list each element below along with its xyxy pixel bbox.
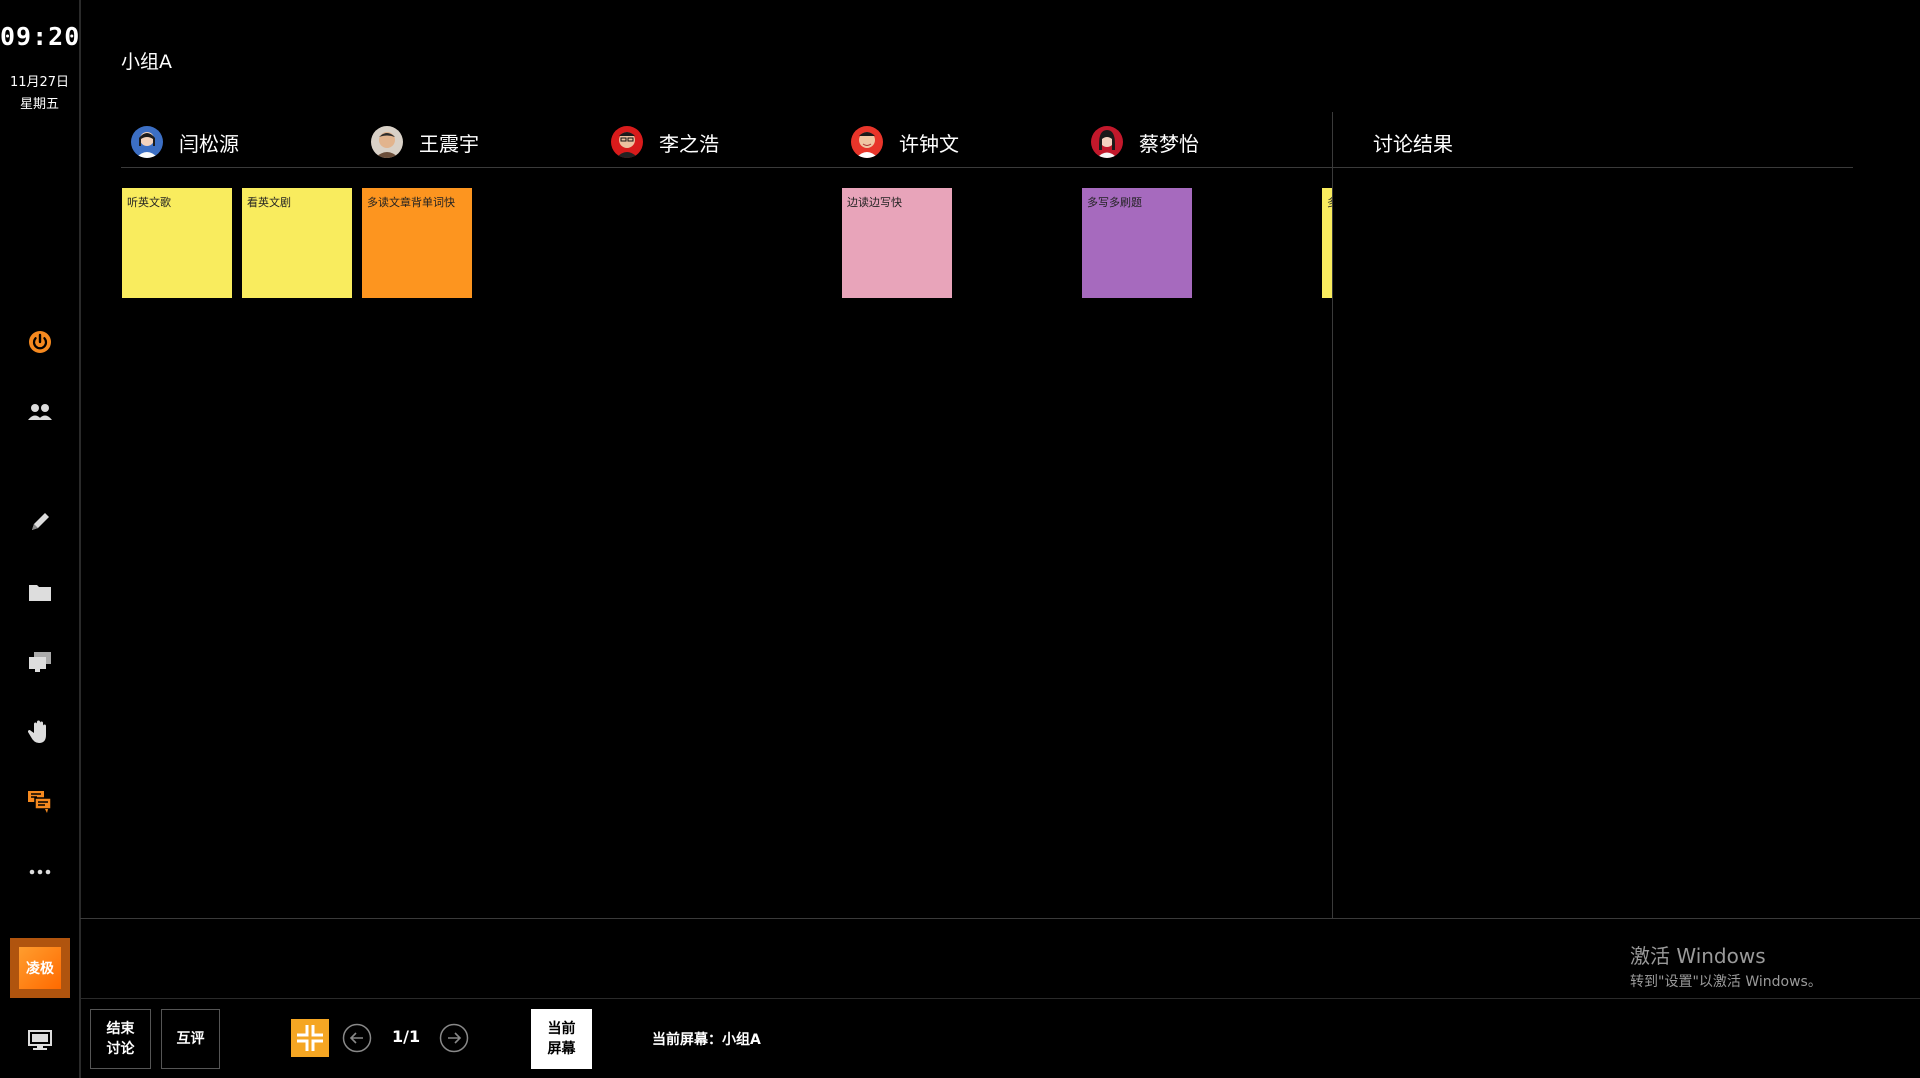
note-text: 多读文章背单词快 — [367, 196, 455, 209]
display-icon[interactable] — [20, 1020, 60, 1060]
note-text: 多 — [1327, 196, 1332, 209]
note-text: 看英文剧 — [247, 196, 291, 209]
sticky-note[interactable]: 多写多刷题 — [1082, 188, 1192, 298]
windows-activation-watermark: 激活 Windows 转到"设置"以激活 Windows。 — [1630, 940, 1822, 991]
next-page-icon[interactable] — [439, 1023, 469, 1053]
avatar — [371, 126, 403, 158]
chat-icon[interactable] — [20, 782, 60, 822]
toolbar-top-divider — [80, 998, 1920, 999]
sticky-note[interactable]: 多读文章背单词快 — [362, 188, 472, 298]
group-title: 小组A — [121, 51, 172, 73]
column-divider — [1332, 112, 1333, 918]
avatar — [611, 126, 643, 158]
pen-icon[interactable] — [20, 502, 60, 542]
member-column-header: 蔡梦怡 — [1091, 123, 1199, 161]
logo-text: 凌极 — [19, 947, 61, 989]
current-screen-button[interactable]: 当前 屏幕 — [531, 1009, 592, 1069]
member-name: 王震宇 — [419, 131, 479, 156]
member-name: 蔡梦怡 — [1139, 131, 1199, 156]
group-icon[interactable] — [20, 392, 60, 432]
sticky-notes-area: 听英文歌 看英文剧 多读文章背单词快 边读边写快 多写多刷题 多 — [121, 188, 1332, 300]
note-text: 听英文歌 — [127, 196, 171, 209]
shrink-icon[interactable] — [291, 1019, 329, 1057]
content-bottom-divider — [80, 918, 1920, 919]
hand-icon[interactable] — [20, 712, 60, 752]
member-name: 许钟文 — [899, 131, 959, 156]
sticky-note[interactable]: 听英文歌 — [122, 188, 232, 298]
date-display: 11月27日 星期五 — [0, 72, 79, 116]
current-screen-label: 当前屏幕：小组A — [652, 1032, 761, 1048]
power-icon[interactable] — [20, 322, 60, 362]
end-button-line1: 结束 — [106, 1021, 135, 1037]
member-column-header: 许钟文 — [851, 123, 959, 161]
member-column-header: 闫松源 — [131, 123, 239, 161]
discussion-result-title: 讨论结果 — [1373, 132, 1453, 156]
member-column-header: 李之浩 — [611, 123, 719, 161]
watermark-title: 激活 Windows — [1630, 944, 1766, 968]
folder-icon[interactable] — [20, 572, 60, 612]
app-logo[interactable]: 凌极 — [10, 938, 70, 998]
current-button-line1: 当前 — [547, 1021, 576, 1037]
watermark-subtitle: 转到"设置"以激活 Windows。 — [1630, 974, 1822, 990]
member-name: 闫松源 — [179, 131, 239, 156]
avatar — [851, 126, 883, 158]
previous-page-icon[interactable] — [342, 1023, 372, 1053]
member-row: 闫松源 王震宇 李之浩 许钟文 蔡梦怡 — [121, 123, 1333, 167]
sticky-note[interactable]: 多 — [1322, 188, 1332, 298]
sticky-note[interactable]: 边读边写快 — [842, 188, 952, 298]
sticky-note[interactable]: 看英文剧 — [242, 188, 352, 298]
header-divider — [121, 167, 1853, 168]
screens-icon[interactable] — [20, 642, 60, 682]
note-text: 多写多刷题 — [1087, 196, 1142, 209]
peer-review-label: 互评 — [176, 1031, 205, 1047]
clock: 09:20 — [0, 22, 81, 51]
avatar — [131, 126, 163, 158]
page-indicator: 1/1 — [392, 1027, 421, 1046]
sidebar: 09:20 11月27日 星期五 凌极 — [0, 0, 81, 1078]
current-button-line2: 屏幕 — [547, 1041, 576, 1057]
member-name: 李之浩 — [659, 131, 719, 156]
more-icon[interactable] — [20, 852, 60, 892]
end-discussion-button[interactable]: 结束 讨论 — [90, 1009, 151, 1069]
end-button-line2: 讨论 — [106, 1041, 135, 1057]
member-column-header: 王震宇 — [371, 123, 479, 161]
peer-review-button[interactable]: 互评 — [161, 1009, 220, 1069]
avatar — [1091, 126, 1123, 158]
note-text: 边读边写快 — [847, 196, 902, 209]
date-text: 11月27日 — [9, 75, 70, 90]
weekday-text: 星期五 — [19, 97, 59, 112]
